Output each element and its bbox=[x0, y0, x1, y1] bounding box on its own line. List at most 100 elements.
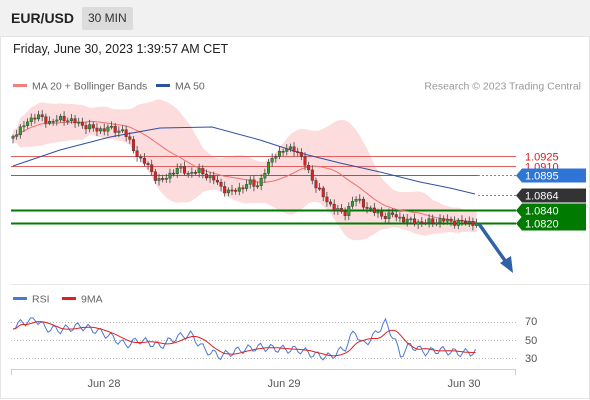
candle-body bbox=[398, 216, 402, 219]
rsi-lines bbox=[12, 317, 476, 361]
candle-body bbox=[267, 161, 271, 174]
candle-body bbox=[193, 172, 197, 174]
candle-body bbox=[48, 121, 52, 124]
candle-body bbox=[376, 211, 380, 214]
candle-body bbox=[40, 114, 44, 117]
timeframe-button[interactable]: 30 MIN bbox=[82, 7, 133, 30]
candle-body bbox=[387, 212, 391, 219]
bollinger-bands bbox=[13, 99, 477, 241]
rsi-tick-70: 70 bbox=[525, 316, 537, 328]
candle-body bbox=[467, 221, 471, 224]
candle-body bbox=[314, 180, 318, 189]
ma50-line bbox=[12, 126, 476, 195]
candle-body bbox=[197, 168, 201, 173]
candle-body bbox=[274, 156, 278, 159]
level-label-1.0925: 1.0925 bbox=[525, 152, 559, 164]
candle-body bbox=[413, 218, 417, 225]
candle-body bbox=[318, 187, 322, 190]
candle-body bbox=[73, 118, 77, 124]
rsi-gridlines bbox=[11, 322, 516, 359]
candle-body bbox=[29, 117, 33, 123]
candle-body bbox=[204, 173, 208, 179]
rsi-tick-50: 50 bbox=[525, 335, 537, 347]
candle-body bbox=[292, 146, 296, 152]
candle-body bbox=[88, 124, 92, 130]
candle-body bbox=[423, 222, 427, 225]
candle-body bbox=[230, 189, 234, 192]
candle-body bbox=[245, 184, 249, 189]
x-label-jun29: Jun 29 bbox=[267, 378, 300, 390]
candlesticks bbox=[11, 110, 479, 231]
candle-body bbox=[120, 129, 124, 132]
candle-body bbox=[226, 189, 230, 194]
header-bar: EUR/USD 30 MIN bbox=[0, 0, 590, 36]
key-levels bbox=[11, 156, 516, 225]
candle-body bbox=[464, 220, 468, 224]
candle-body bbox=[84, 125, 88, 130]
x-label-jun28: Jun 28 bbox=[87, 378, 120, 390]
candle-body bbox=[307, 165, 311, 171]
candle-body bbox=[475, 222, 479, 226]
candle-body bbox=[164, 177, 168, 180]
candle-body bbox=[460, 220, 464, 222]
candle-body bbox=[150, 164, 154, 172]
candle-body bbox=[427, 218, 431, 223]
ma20-line bbox=[12, 120, 477, 223]
rsi-tick-30: 30 bbox=[525, 353, 537, 365]
bollinger-band-area bbox=[13, 99, 477, 241]
candle-body bbox=[270, 158, 274, 163]
candle-body bbox=[37, 114, 41, 120]
candle-body bbox=[142, 157, 146, 164]
candle-body bbox=[288, 146, 292, 150]
candle-body bbox=[383, 216, 387, 219]
candle-body bbox=[299, 152, 303, 157]
candle-body bbox=[358, 198, 362, 201]
candle-body bbox=[449, 218, 453, 222]
candle-body bbox=[58, 115, 62, 121]
candle-body bbox=[161, 178, 165, 180]
candle-body bbox=[237, 187, 241, 192]
ma20-legend-swatch bbox=[13, 84, 27, 87]
candle-body bbox=[369, 207, 373, 210]
candle-body bbox=[277, 151, 281, 157]
candle-body bbox=[361, 198, 365, 208]
candle-body bbox=[110, 125, 114, 128]
candle-body bbox=[201, 168, 205, 175]
candle-body bbox=[347, 206, 351, 216]
candle-body bbox=[442, 218, 446, 222]
candle-body bbox=[91, 124, 95, 129]
candle-body bbox=[219, 181, 223, 187]
candle-body bbox=[117, 130, 121, 133]
candle-body bbox=[259, 177, 263, 186]
candle-body bbox=[350, 201, 354, 207]
forecast-arrow bbox=[477, 222, 513, 273]
candle-body bbox=[153, 171, 157, 181]
candle-body bbox=[456, 220, 460, 226]
candle-body bbox=[80, 121, 84, 126]
candle-body bbox=[95, 127, 99, 132]
candle-body bbox=[405, 218, 409, 223]
candle-body bbox=[131, 139, 135, 152]
candle-body bbox=[303, 156, 307, 166]
candle-body bbox=[69, 118, 73, 121]
candle-body bbox=[234, 189, 238, 192]
candle-body bbox=[215, 179, 219, 183]
candle-body bbox=[212, 175, 216, 181]
moving-averages bbox=[12, 120, 477, 223]
candle-body bbox=[18, 126, 22, 136]
rsi-line bbox=[12, 317, 476, 361]
candle-body bbox=[55, 119, 59, 122]
candle-body bbox=[113, 125, 117, 133]
candle-body bbox=[281, 151, 285, 153]
candle-body bbox=[391, 212, 395, 215]
candle-body bbox=[106, 126, 110, 132]
ma50-legend-swatch bbox=[156, 84, 170, 87]
candle-body bbox=[77, 121, 81, 124]
candle-body bbox=[146, 163, 150, 165]
candle-body bbox=[102, 128, 106, 132]
candle-body bbox=[471, 221, 475, 226]
rsi-ma9-line bbox=[12, 321, 476, 357]
candle-body bbox=[157, 178, 161, 181]
candle-body bbox=[135, 150, 139, 157]
